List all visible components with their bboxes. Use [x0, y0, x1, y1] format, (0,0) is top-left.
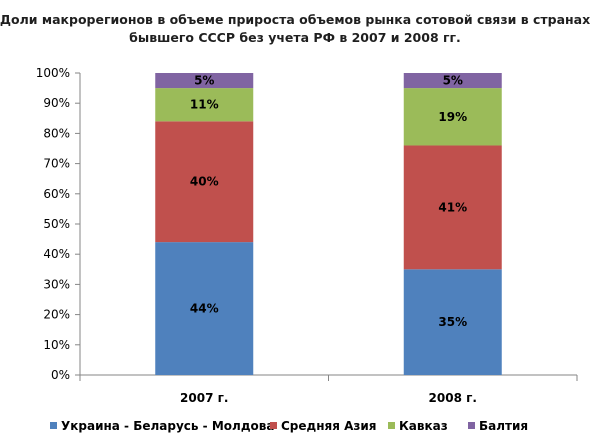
bar-segment	[403, 145, 502, 270]
chart-bars: 44% 40% 11% 5% 35% 41% 19% 5%	[155, 73, 502, 375]
legend-label: Украина - Беларусь - Молдова	[61, 419, 274, 433]
y-tick-label: 20%	[43, 308, 70, 322]
chart-axes: 0% 10% 20% 30% 40% 50% 60% 70% 80% 90% 100% 2007 г.…	[36, 66, 578, 405]
legend-label: Кавказ	[399, 419, 448, 433]
legend-label: Балтия	[479, 419, 528, 433]
bar-segment	[155, 73, 254, 89]
data-label: 41%	[438, 200, 467, 214]
data-label: 5%	[443, 74, 463, 88]
chart-legend: Украина - Беларусь - Молдова Средняя Азия…	[50, 419, 528, 433]
y-tick-label: 70%	[43, 157, 70, 171]
bar-segment	[155, 121, 254, 243]
y-tick-label: 100%	[36, 66, 70, 80]
legend-label: Средняя Азия	[281, 419, 376, 433]
bar-segment	[403, 269, 502, 375]
y-tick-label: 90%	[43, 96, 70, 110]
y-tick-label: 30%	[43, 277, 70, 291]
legend-swatch	[388, 422, 395, 429]
x-category-label: 2007 г.	[180, 391, 228, 405]
legend-swatch	[468, 422, 475, 429]
y-tick-label: 80%	[43, 126, 70, 140]
y-tick-label: 50%	[43, 217, 70, 231]
y-tick-label: 0%	[51, 368, 70, 382]
bar-segment	[155, 242, 254, 375]
data-label: 35%	[438, 315, 467, 329]
data-label: 5%	[194, 74, 214, 88]
legend-swatch	[50, 422, 57, 429]
chart-title-line-1: Доли макрорегионов в объеме прироста объ…	[0, 12, 590, 27]
bar-segment	[403, 73, 502, 89]
bar-segment	[403, 88, 502, 146]
legend-swatch	[270, 422, 277, 429]
chart-title-line-2: бывшего СССР без учета РФ в 2007 и 2008 …	[129, 30, 461, 45]
data-label: 40%	[190, 175, 219, 189]
x-category-label: 2008 г.	[429, 391, 477, 405]
bar-segment	[155, 88, 254, 122]
y-tick-label: 60%	[43, 187, 70, 201]
data-label: 11%	[190, 98, 219, 112]
data-label: 19%	[438, 110, 467, 124]
y-tick-label: 10%	[43, 338, 70, 352]
data-label: 44%	[190, 302, 219, 316]
y-tick-label: 40%	[43, 247, 70, 261]
